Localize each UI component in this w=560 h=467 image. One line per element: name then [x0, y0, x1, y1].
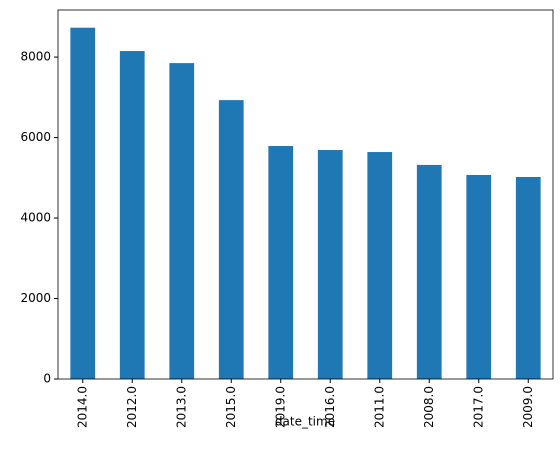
plot-frame — [57, 9, 554, 380]
x-tick-label: 2016.0 — [323, 386, 337, 428]
bar — [119, 51, 145, 380]
x-tick-label: 2015.0 — [224, 386, 238, 428]
bar — [367, 152, 393, 379]
bar — [70, 27, 96, 379]
bar — [218, 100, 244, 380]
x-tick-label: 2014.0 — [75, 386, 89, 428]
x-tick-label: 2019.0 — [273, 386, 287, 428]
x-tick-label: 2011.0 — [372, 386, 386, 428]
y-tick-label: 8000 — [20, 50, 51, 64]
bar — [515, 176, 541, 379]
y-tick-label: 6000 — [20, 130, 51, 144]
y-tick-label: 0 — [43, 372, 51, 386]
x-axis-label: date_time — [275, 415, 335, 429]
x-tick-label: 2017.0 — [471, 386, 485, 428]
x-tick-label: 2008.0 — [422, 386, 436, 428]
bar — [317, 150, 343, 379]
y-tick-label: 2000 — [20, 291, 51, 305]
y-tick-label: 4000 — [20, 211, 51, 225]
bar — [268, 146, 294, 379]
x-tick-label: 2013.0 — [174, 386, 188, 428]
bar — [466, 174, 492, 379]
x-tick-label: 2009.0 — [521, 386, 535, 428]
bar — [416, 164, 442, 379]
x-tick-label: 2012.0 — [125, 386, 139, 428]
bar — [169, 63, 195, 379]
